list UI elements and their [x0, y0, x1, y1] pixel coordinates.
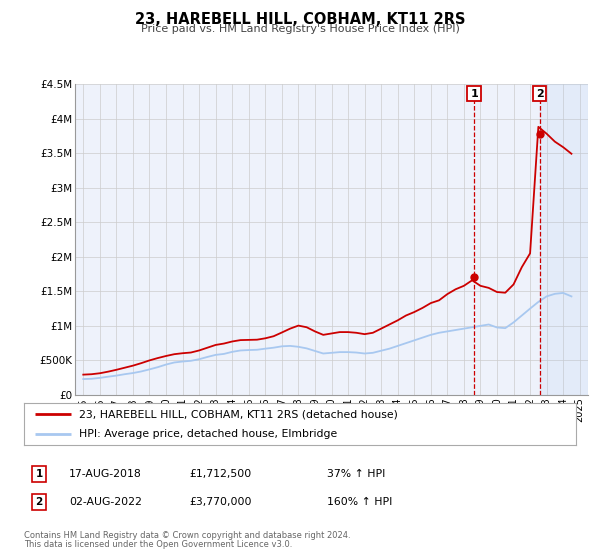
Text: 2: 2 — [35, 497, 43, 507]
Text: Contains HM Land Registry data © Crown copyright and database right 2024.: Contains HM Land Registry data © Crown c… — [24, 531, 350, 540]
Text: 02-AUG-2022: 02-AUG-2022 — [69, 497, 142, 507]
Text: 37% ↑ HPI: 37% ↑ HPI — [327, 469, 385, 479]
Text: 23, HAREBELL HILL, COBHAM, KT11 2RS (detached house): 23, HAREBELL HILL, COBHAM, KT11 2RS (det… — [79, 409, 398, 419]
Text: HPI: Average price, detached house, Elmbridge: HPI: Average price, detached house, Elmb… — [79, 429, 337, 438]
Text: £1,712,500: £1,712,500 — [189, 469, 251, 479]
Text: Price paid vs. HM Land Registry's House Price Index (HPI): Price paid vs. HM Land Registry's House … — [140, 24, 460, 34]
Text: 1: 1 — [470, 88, 478, 99]
Bar — [539, 84, 588, 395]
Text: 160% ↑ HPI: 160% ↑ HPI — [327, 497, 392, 507]
Text: 17-AUG-2018: 17-AUG-2018 — [69, 469, 142, 479]
Text: This data is licensed under the Open Government Licence v3.0.: This data is licensed under the Open Gov… — [24, 540, 292, 549]
Text: 23, HAREBELL HILL, COBHAM, KT11 2RS: 23, HAREBELL HILL, COBHAM, KT11 2RS — [135, 12, 465, 27]
Text: £3,770,000: £3,770,000 — [189, 497, 251, 507]
Text: 2: 2 — [536, 88, 544, 99]
Text: 1: 1 — [35, 469, 43, 479]
